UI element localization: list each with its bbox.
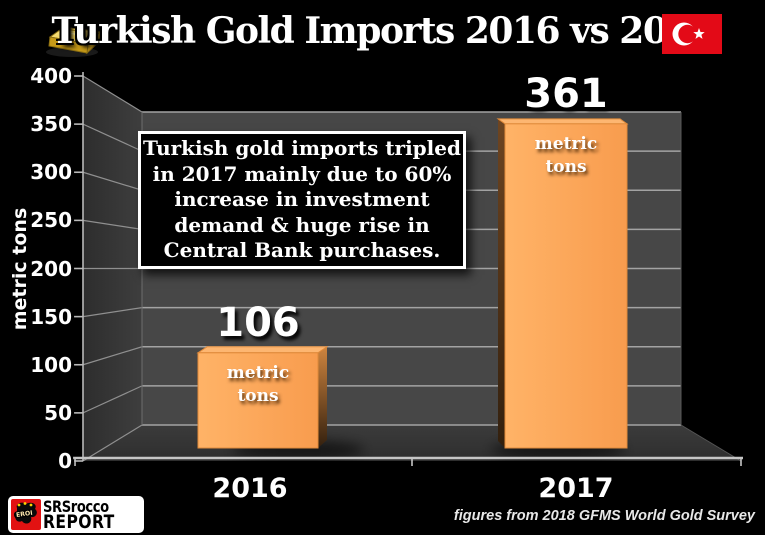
header: Turkish Gold Imports 2016 vs 2017 [0, 0, 765, 72]
wall-gridline [82, 424, 143, 462]
gold-bar-icon [46, 26, 102, 57]
bar-side-face [498, 118, 505, 449]
bar-unit-label: metric tons [226, 362, 290, 406]
wall-gridline [82, 171, 143, 191]
source-note: figures from 2018 GFMS World Gold Survey [453, 508, 755, 524]
bar-2016 [197, 352, 319, 449]
y-tick-label: 350 [30, 112, 72, 137]
wall-gridline [82, 385, 143, 414]
y-axis-title: metric tons [9, 207, 31, 331]
annotation-line: demand & huge rise in [174, 212, 430, 237]
wall-gridline [82, 123, 143, 152]
page-title: Turkish Gold Imports 2016 vs 2017 [51, 10, 715, 52]
srsrocco-report-logo[interactable]: EROI SRSrocco REPORT [8, 496, 144, 533]
y-tick-label: 50 [44, 400, 72, 425]
bar-2017 [504, 123, 628, 449]
bar-top-face [496, 118, 629, 125]
floor-edge [680, 424, 742, 462]
annotation-line: Central Bank purchases. [163, 238, 441, 263]
turkey-flag-icon [662, 14, 722, 54]
wall-gridline [82, 346, 143, 366]
annotation-line: Turkish gold imports tripled [143, 136, 461, 161]
y-tick-label: 100 [30, 352, 72, 377]
y-tick-label: 250 [30, 208, 72, 233]
bar-top-face [196, 346, 329, 354]
bar-side-face [318, 346, 327, 448]
logo-line2: REPORT [43, 510, 115, 533]
annotation-line: in 2017 mainly due to 60% [152, 161, 452, 186]
bar-unit-label: metric tons [534, 133, 598, 177]
wall-gridline [82, 219, 143, 230]
chart-floor [83, 425, 741, 461]
y-tick-label: 0 [58, 449, 72, 473]
logo-line1: SRSrocco [43, 496, 109, 516]
bar-value-label: 106 [216, 299, 300, 346]
bar-value-label: 361 [524, 70, 608, 117]
wall-gridline [82, 307, 143, 318]
y-tick-label: 300 [30, 160, 72, 185]
eroi-badge-text: EROI [16, 510, 33, 519]
y-tick-label: 400 [30, 64, 72, 88]
eroi-badge-icon: EROI [11, 499, 41, 530]
x-category-label: 2017 [538, 473, 614, 504]
annotation-line: increase in investment [174, 187, 430, 212]
x-category-label: 2016 [212, 473, 288, 504]
y-tick-label: 150 [30, 304, 72, 329]
y-tick-label: 200 [30, 256, 72, 281]
wall-gridline [82, 75, 143, 113]
annotation-box: Turkish gold imports tripled in 2017 mai… [138, 131, 466, 269]
logo-text: SRSrocco REPORT [43, 496, 115, 533]
